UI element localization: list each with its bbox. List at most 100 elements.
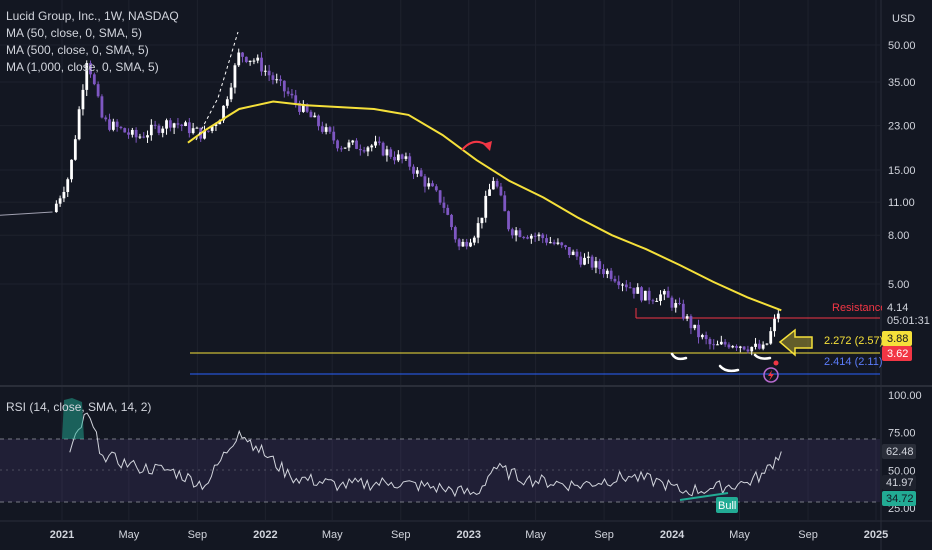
candle-body	[282, 80, 286, 92]
candle-body	[153, 124, 157, 126]
candle-body	[100, 96, 104, 118]
candle-body	[317, 115, 320, 127]
y-tick-label: 23.00	[888, 121, 916, 133]
ma-price-label: 3.88	[887, 333, 908, 345]
chart-legend[interactable]: Lucid Group, Inc., 1W, NASDAQ MA (50, cl…	[6, 8, 179, 76]
candle-body	[92, 74, 96, 85]
candle-body	[510, 229, 514, 236]
candle-body	[746, 349, 750, 352]
indicator-ma-1000[interactable]: MA (1,000, close, 0, SMA, 5)	[6, 60, 159, 74]
red-arrow-head	[483, 141, 492, 151]
candle-body	[674, 303, 678, 308]
candle-body	[187, 122, 191, 134]
candle-body	[134, 129, 138, 138]
candle-body	[96, 84, 100, 97]
currency-label[interactable]: USD	[892, 13, 915, 25]
candle-body	[735, 346, 738, 348]
candle-body	[465, 241, 469, 247]
candle-body	[313, 115, 317, 118]
candle-body	[123, 128, 127, 133]
candle-body	[377, 141, 381, 143]
x-tick-label: May	[729, 529, 750, 541]
ma-price-badge	[882, 331, 912, 346]
x-tick-label: Sep	[188, 529, 208, 541]
y-tick-label: 8.00	[888, 230, 909, 242]
x-tick-label: 2025	[864, 529, 888, 541]
candle-body	[142, 136, 146, 138]
last-price-label: 4.14	[887, 302, 908, 314]
candle-body	[355, 140, 358, 149]
candle-body	[339, 148, 343, 150]
candle-body	[438, 190, 442, 203]
candle-body	[621, 284, 624, 286]
candle-body	[602, 269, 605, 275]
rsi-ma-badge	[882, 475, 916, 490]
candle-body	[750, 346, 754, 352]
candle-body	[222, 105, 225, 121]
candle-body	[275, 79, 279, 81]
candle-body	[389, 149, 393, 157]
x-tick-label: Sep	[798, 529, 818, 541]
candle-body	[579, 256, 583, 265]
candle-body	[385, 149, 389, 156]
candle-body	[54, 203, 58, 213]
candle-body	[70, 159, 73, 180]
indicator-ma-50[interactable]: MA (50, close, 0, SMA, 5)	[6, 26, 143, 40]
candle-body	[655, 300, 659, 302]
candle-body	[89, 63, 92, 75]
candle-body	[567, 247, 571, 256]
candle-body	[556, 242, 560, 244]
candle-body	[738, 346, 742, 348]
candle-body	[206, 130, 210, 132]
candle-body	[374, 141, 377, 146]
bull-divergence-line	[679, 492, 729, 501]
candle-body	[719, 341, 723, 345]
candle-body	[73, 139, 77, 160]
candle-body	[548, 242, 552, 244]
candle-body	[381, 142, 385, 156]
candle-body	[685, 316, 689, 319]
rsi-green-badge	[882, 491, 916, 506]
earnings-dot-icon	[773, 360, 779, 366]
candle-body	[336, 140, 339, 149]
candle-body	[495, 180, 499, 187]
candle-body	[62, 191, 66, 199]
candle-body	[168, 120, 172, 128]
candle-body	[571, 251, 575, 256]
candle-body	[453, 227, 457, 240]
price-axis-labels: 50.00 35.00 23.00 15.00 11.00 8.00 5.00	[888, 40, 916, 291]
rsi-legend[interactable]: RSI (14, close, SMA, 14, 2)	[6, 400, 152, 414]
candle-body	[81, 89, 85, 110]
symbol-title[interactable]: Lucid Group, Inc., 1W, NASDAQ	[6, 9, 179, 23]
candle-body	[244, 56, 248, 62]
ma-50-line	[187, 100, 782, 312]
resistance-label: Resistance	[832, 302, 886, 314]
candle-body	[480, 217, 484, 224]
candle-body	[180, 124, 184, 127]
candle-body	[617, 281, 621, 286]
candle-body	[586, 256, 590, 258]
candle-body	[309, 111, 313, 118]
indicator-ma-500[interactable]: MA (500, close, 0, SMA, 5)	[6, 43, 149, 57]
candle-body	[590, 256, 594, 268]
red-price-label: 3.62	[887, 348, 908, 360]
x-tick-label: May	[525, 529, 546, 541]
earnings-bolt-icon	[768, 370, 774, 381]
candle-body	[66, 179, 70, 192]
x-tick-label: 2023	[456, 529, 480, 541]
candle-body	[545, 238, 548, 243]
countdown-label: 05:01:31	[887, 315, 930, 327]
candle-body	[564, 245, 567, 248]
candles	[0, 48, 780, 356]
candle-body	[757, 343, 761, 349]
red-price-badge	[882, 346, 912, 361]
candle-body	[446, 207, 450, 215]
earnings-icon[interactable]	[763, 367, 779, 383]
candle-body	[343, 147, 347, 149]
candle-body	[408, 156, 412, 167]
candle-body	[305, 104, 309, 112]
candle-body	[195, 127, 199, 129]
candle-body	[172, 123, 176, 128]
x-tick-label: 2022	[253, 529, 277, 541]
